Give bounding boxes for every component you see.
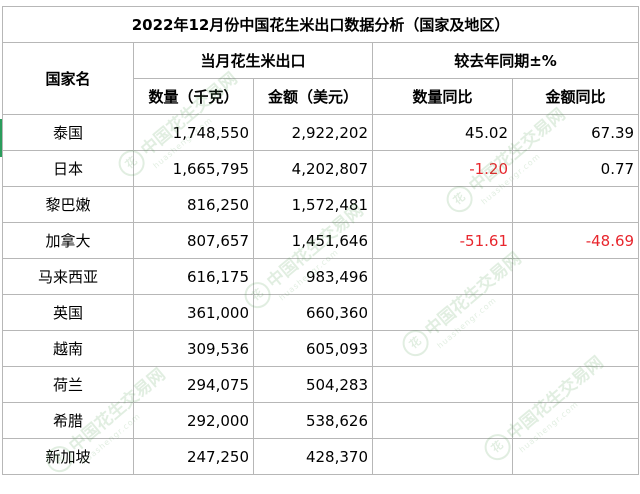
cell-qty-yoy[interactable]: -51.61 — [372, 222, 513, 259]
table-row: 日本 1,665,795 4,202,807 -1.20 0.77 — [2, 150, 640, 187]
cell-qty-yoy[interactable] — [372, 366, 513, 403]
cell-qty-yoy[interactable] — [372, 294, 513, 331]
table-row: 马来西亚 616,175 983,496 — [2, 258, 640, 295]
header-country[interactable]: 国家名 — [2, 42, 134, 115]
cell-amount-yoy[interactable] — [511, 186, 640, 223]
cell-country[interactable]: 英国 — [2, 294, 134, 331]
cell-qty[interactable]: 294,075 — [133, 366, 254, 403]
table-row: 泰国 1,748,550 2,922,202 45.02 67.39 — [2, 114, 640, 151]
cell-amount[interactable]: 428,370 — [253, 438, 373, 475]
cell-amount[interactable]: 4,202,807 — [253, 150, 373, 187]
cell-qty-yoy[interactable]: -1.20 — [372, 150, 513, 187]
cell-qty-yoy[interactable] — [372, 402, 513, 439]
table-row: 英国 361,000 660,360 — [2, 294, 640, 331]
header-group-yoy[interactable]: 较去年同期±% — [371, 42, 640, 79]
cell-qty[interactable]: 816,250 — [133, 186, 254, 223]
cell-qty[interactable]: 807,657 — [133, 222, 254, 259]
table-row: 希腊 292,000 538,626 — [2, 402, 640, 439]
header-qty[interactable]: 数量（千克） — [133, 78, 254, 115]
table-row: 荷兰 294,075 504,283 — [2, 366, 640, 403]
cell-qty[interactable]: 361,000 — [133, 294, 254, 331]
table-row: 加拿大 807,657 1,451,646 -51.61 -48.69 — [2, 222, 640, 259]
header-amount-yoy[interactable]: 金额同比 — [511, 78, 640, 115]
table-row: 黎巴嫩 816,250 1,572,481 — [2, 186, 640, 223]
cell-amount[interactable]: 1,451,646 — [253, 222, 373, 259]
cell-qty[interactable]: 616,175 — [133, 258, 254, 295]
cell-amount[interactable]: 504,283 — [253, 366, 373, 403]
cell-amount[interactable]: 983,496 — [253, 258, 373, 295]
export-table: 2022年12月份中国花生米出口数据分析（国家及地区） 国家名 当月花生米出口 … — [1, 6, 640, 475]
cell-qty[interactable]: 292,000 — [133, 402, 254, 439]
cell-amount-yoy[interactable]: -48.69 — [511, 222, 640, 259]
cell-country[interactable]: 新加坡 — [2, 438, 134, 475]
cell-amount-yoy[interactable] — [511, 294, 640, 331]
cell-amount[interactable]: 605,093 — [253, 330, 373, 367]
cell-amount[interactable]: 2,922,202 — [253, 114, 373, 151]
cell-country[interactable]: 荷兰 — [2, 366, 134, 403]
cell-amount-yoy[interactable] — [511, 402, 640, 439]
cell-amount[interactable]: 1,572,481 — [253, 186, 373, 223]
cell-qty-yoy[interactable] — [372, 258, 513, 295]
header-amount[interactable]: 金额（美元） — [253, 78, 373, 115]
cell-country[interactable]: 希腊 — [2, 402, 134, 439]
cell-country[interactable]: 加拿大 — [2, 222, 134, 259]
cell-amount-yoy[interactable] — [511, 366, 640, 403]
cell-amount[interactable]: 660,360 — [253, 294, 373, 331]
cell-country[interactable]: 马来西亚 — [2, 258, 134, 295]
cell-country[interactable]: 黎巴嫩 — [2, 186, 134, 223]
cell-amount[interactable]: 538,626 — [253, 402, 373, 439]
cell-qty-yoy[interactable] — [372, 186, 513, 223]
cell-qty-yoy[interactable]: 45.02 — [372, 114, 513, 151]
cell-qty[interactable]: 309,536 — [133, 330, 254, 367]
cell-country[interactable]: 日本 — [2, 150, 134, 187]
table-row: 越南 309,536 605,093 — [2, 330, 640, 367]
cell-country[interactable]: 泰国 — [2, 114, 134, 151]
cell-amount-yoy[interactable] — [511, 438, 640, 475]
table-row: 新加坡 247,250 428,370 — [2, 438, 640, 475]
cell-qty[interactable]: 247,250 — [133, 438, 254, 475]
cell-qty-yoy[interactable] — [372, 330, 513, 367]
header-qty-yoy[interactable]: 数量同比 — [372, 78, 513, 115]
header-group-export[interactable]: 当月花生米出口 — [133, 42, 373, 79]
cell-amount-yoy[interactable]: 67.39 — [511, 114, 640, 151]
cell-country[interactable]: 越南 — [2, 330, 134, 367]
cell-amount-yoy[interactable] — [511, 330, 640, 367]
cell-qty[interactable]: 1,665,795 — [133, 150, 254, 187]
cell-amount-yoy[interactable] — [511, 258, 640, 295]
selected-cell-indicator — [0, 119, 2, 157]
table-title[interactable]: 2022年12月份中国花生米出口数据分析（国家及地区） — [1, 6, 640, 43]
cell-qty[interactable]: 1,748,550 — [133, 114, 254, 151]
cell-qty-yoy[interactable] — [372, 438, 513, 475]
cell-amount-yoy[interactable]: 0.77 — [511, 150, 640, 187]
